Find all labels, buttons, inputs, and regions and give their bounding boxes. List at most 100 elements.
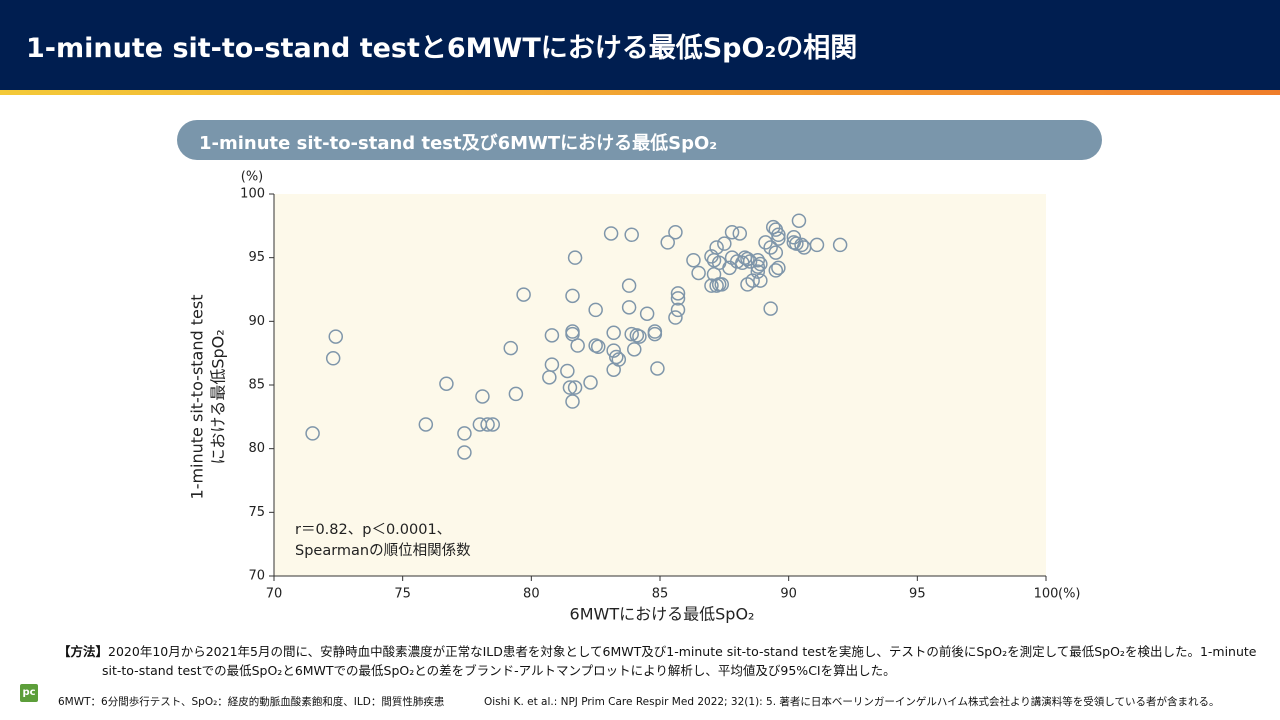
accent-bar (0, 90, 1280, 95)
method-text: 2020年10月から2021年5月の間に、安静時血中酸素濃度が正常なILD患者を… (102, 644, 1257, 678)
x-tick-label: 80 (523, 587, 540, 602)
x-tick-label: 75 (394, 587, 411, 602)
point (763, 240, 778, 255)
y-axis-label: 1-minute sit-to-stand test (188, 295, 207, 500)
point (606, 343, 621, 358)
point (624, 326, 639, 342)
point (567, 380, 583, 395)
point (750, 259, 766, 274)
point (750, 264, 766, 279)
point (565, 394, 580, 409)
point (325, 351, 341, 366)
point (771, 231, 786, 246)
y-tick-label: 75 (248, 505, 265, 520)
point (457, 426, 472, 441)
point (588, 302, 603, 318)
point (753, 256, 768, 272)
point (624, 227, 639, 242)
point (704, 278, 719, 293)
point (632, 329, 647, 344)
point (570, 338, 585, 353)
logo: pc (20, 684, 38, 702)
point (565, 288, 580, 304)
abbreviations: 6MWT：6分間歩行テスト、SpO₂：経皮的動脈血酸素飽和度、ILD：間質性肺疾… (58, 696, 445, 708)
citation: Oishi K. et al.: NPJ Prim Care Respir Me… (484, 696, 1220, 708)
point (668, 224, 683, 240)
point (742, 254, 758, 269)
slide-title: 1-minute sit-to-stand testと6MWTにおける最低SpO… (26, 33, 858, 64)
point (763, 301, 778, 316)
point (544, 328, 560, 343)
point (475, 389, 490, 404)
point (503, 340, 518, 356)
point (639, 306, 655, 321)
point (328, 329, 344, 344)
y-tick-label: 90 (248, 314, 265, 329)
panel-title: 1-minute sit-to-stand test及び6MWTにおける最低Sp… (199, 133, 718, 154)
annotation: Spearmanの順位相関係数 (295, 542, 471, 559)
x-axis-label: 6MWTにおける最低SpO₂ (570, 605, 755, 624)
point (418, 417, 434, 432)
point (794, 237, 809, 253)
point (621, 278, 637, 293)
point (753, 273, 768, 288)
x-tick-label: 100 (1034, 587, 1059, 602)
point (647, 326, 663, 342)
y-tick-label: 95 (248, 250, 265, 265)
point (590, 339, 606, 355)
point (480, 417, 495, 432)
point (714, 277, 730, 292)
point (691, 265, 706, 281)
point (439, 376, 454, 391)
point (740, 251, 755, 267)
point (789, 236, 804, 251)
point (606, 325, 621, 341)
plot-area (274, 194, 1046, 576)
point (650, 361, 665, 376)
point (768, 245, 784, 260)
point (717, 236, 732, 251)
point (745, 273, 760, 288)
x-tick-label: 70 (266, 587, 283, 602)
point (562, 380, 578, 395)
y-axis-label: における最低SpO₂ (209, 329, 228, 464)
annotation: r＝0.82、p＜0.0001、 (295, 522, 451, 538)
point (583, 375, 598, 390)
point (768, 263, 784, 278)
point (771, 260, 786, 276)
y-tick-label: 100 (240, 187, 265, 202)
point (660, 235, 675, 250)
point (567, 250, 583, 265)
point (621, 300, 637, 315)
y-tick-label: 80 (248, 441, 265, 456)
point (457, 445, 472, 460)
point (791, 213, 807, 228)
point (670, 286, 686, 301)
point (560, 363, 575, 379)
method-note: 【方法】2020年10月から2021年5月の間に、安静時血中酸素濃度が正常なIL… (58, 642, 1262, 680)
point (686, 252, 701, 268)
x-tick-label: 85 (652, 587, 669, 602)
point (771, 227, 786, 242)
panel-heading: 1-minute sit-to-stand test及び6MWTにおける最低Sp… (177, 120, 1102, 160)
point (732, 226, 748, 241)
point (758, 235, 773, 250)
header: 1-minute sit-to-stand testと6MWTにおける最低SpO… (0, 0, 1280, 90)
point (544, 357, 560, 372)
x-tick-label: 95 (909, 587, 926, 602)
method-label: 【方法】 (58, 644, 109, 659)
point (709, 240, 724, 255)
point (508, 386, 524, 402)
point (603, 226, 619, 241)
point (724, 224, 740, 240)
point (832, 237, 848, 253)
x-unit: (%) (1058, 587, 1081, 602)
x-tick-label: 90 (780, 587, 797, 602)
point (786, 230, 802, 245)
point (627, 342, 642, 357)
point (485, 417, 500, 432)
point (670, 302, 686, 318)
point (670, 291, 686, 306)
